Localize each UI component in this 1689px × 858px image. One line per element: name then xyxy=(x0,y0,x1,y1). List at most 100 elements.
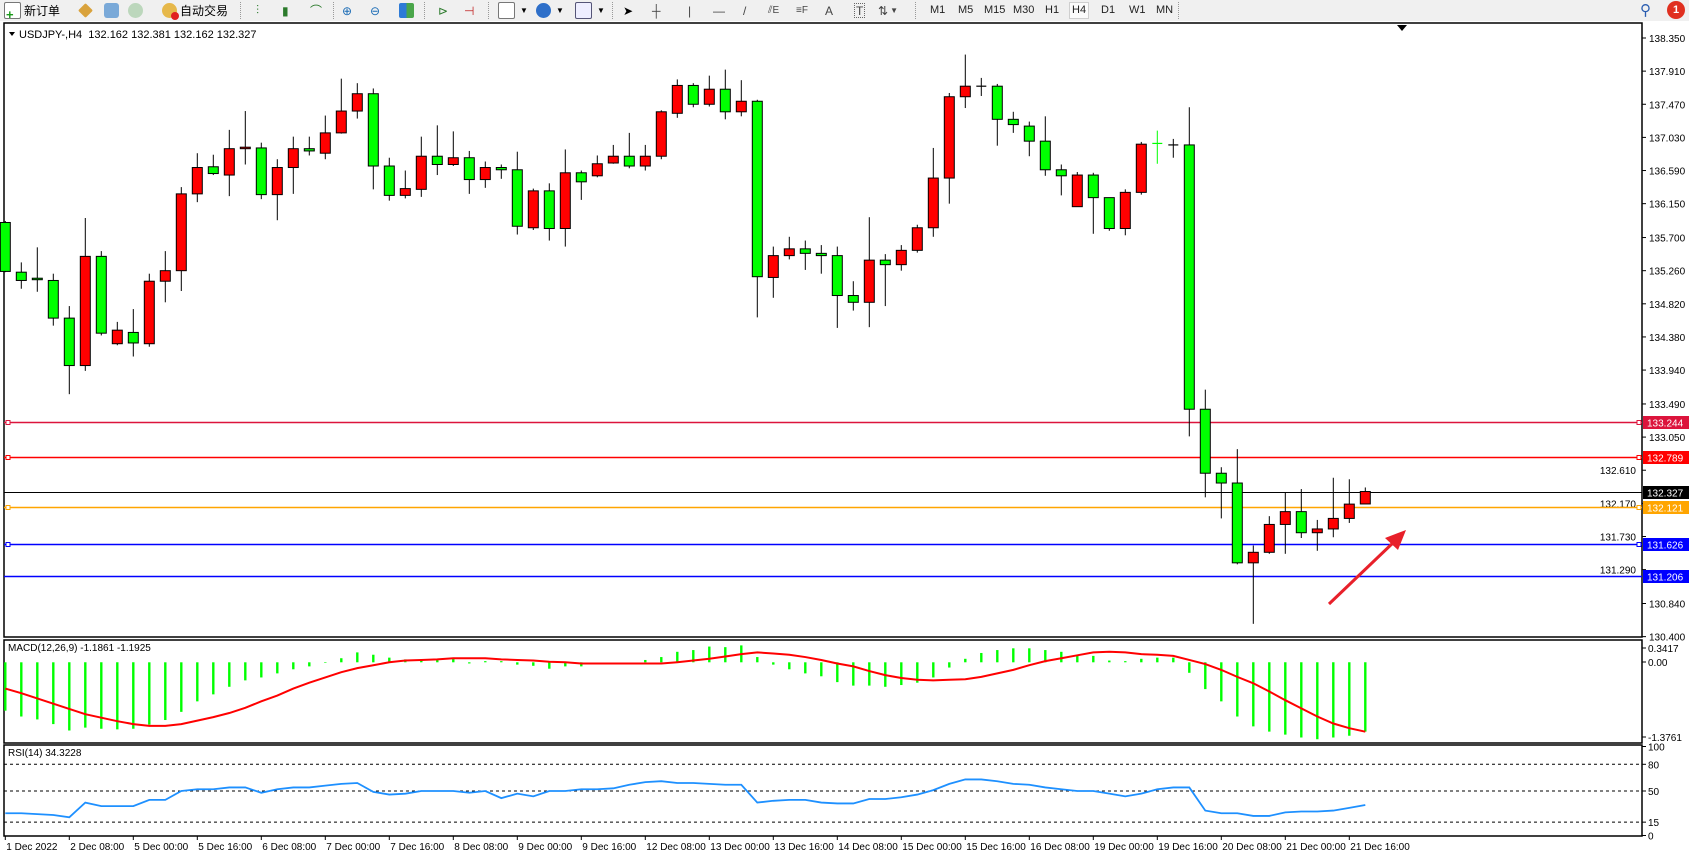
candle[interactable] xyxy=(623,132,635,169)
auto-trading-button[interactable]: 自动交易 xyxy=(162,2,228,20)
search-icon[interactable]: ⚲ xyxy=(1640,2,1651,19)
candle[interactable] xyxy=(831,246,843,328)
candle[interactable] xyxy=(511,151,523,235)
candle[interactable] xyxy=(1119,189,1131,236)
templates-icon[interactable]: ▼ xyxy=(575,2,605,19)
indicators-icon[interactable]: ▼ xyxy=(498,2,528,19)
candle[interactable] xyxy=(1327,477,1339,538)
candle[interactable] xyxy=(1311,519,1323,551)
candle[interactable] xyxy=(863,217,875,328)
candle[interactable] xyxy=(63,306,75,395)
timeframe-m1[interactable]: M1 xyxy=(930,4,946,16)
timeframe-h1[interactable]: H1 xyxy=(1045,4,1060,16)
candle[interactable] xyxy=(1183,107,1195,437)
rsi-panel[interactable]: 100 80 50 15 0 xyxy=(3,743,1665,843)
candle[interactable] xyxy=(271,159,283,221)
candle[interactable] xyxy=(191,153,203,203)
candle[interactable] xyxy=(287,136,299,194)
crosshair-icon[interactable]: ┼ xyxy=(652,3,661,18)
candle[interactable] xyxy=(655,110,667,160)
autoscroll-icon[interactable]: ⊳ xyxy=(438,3,449,18)
candle[interactable] xyxy=(976,77,987,96)
candle[interactable] xyxy=(575,170,587,200)
candle[interactable] xyxy=(1359,487,1371,505)
candle[interactable] xyxy=(127,309,139,357)
candle[interactable] xyxy=(671,79,683,118)
candle[interactable] xyxy=(1263,516,1275,554)
candle[interactable] xyxy=(1343,479,1355,523)
candle[interactable] xyxy=(303,136,315,156)
candle[interactable] xyxy=(751,99,763,318)
candle[interactable] xyxy=(399,170,411,199)
candle[interactable] xyxy=(911,224,923,253)
candle[interactable] xyxy=(959,54,971,109)
signals-icon[interactable] xyxy=(128,2,146,19)
candle[interactable] xyxy=(1055,164,1067,196)
periods-icon[interactable]: ▼ xyxy=(536,2,564,19)
candle[interactable] xyxy=(1295,489,1307,538)
timeframe-mn[interactable]: MN xyxy=(1156,4,1174,16)
timeframe-m30[interactable]: M30 xyxy=(1013,4,1035,16)
candle[interactable] xyxy=(447,131,459,167)
candle[interactable] xyxy=(1152,130,1163,164)
candle[interactable] xyxy=(463,150,475,194)
candle[interactable] xyxy=(943,92,955,204)
trendline-icon[interactable]: / xyxy=(743,3,747,18)
candle[interactable] xyxy=(207,154,219,176)
market-watch-icon[interactable] xyxy=(78,2,96,19)
timeframe-w1[interactable]: W1 xyxy=(1129,4,1146,16)
candle[interactable] xyxy=(719,69,731,120)
candle[interactable] xyxy=(799,240,811,270)
candle[interactable] xyxy=(495,164,507,179)
zoom-in-icon[interactable]: ⊕ xyxy=(342,3,353,18)
candle[interactable] xyxy=(1199,389,1211,498)
candle[interactable] xyxy=(703,75,715,107)
candle[interactable] xyxy=(31,247,43,292)
candle[interactable] xyxy=(1103,197,1115,231)
new-order-button[interactable]: + 新订单 xyxy=(4,2,60,21)
candle[interactable] xyxy=(47,273,59,326)
candle[interactable] xyxy=(879,254,891,307)
candle[interactable] xyxy=(95,251,107,336)
timeframe-m15[interactable]: M15 xyxy=(984,4,1006,16)
line-chart-icon[interactable]: ⌒ xyxy=(310,4,323,18)
macd-panel[interactable]: 0.3417 0.00 -1.3761 xyxy=(3,639,1682,744)
text-label-icon[interactable]: T xyxy=(854,3,866,18)
candle[interactable] xyxy=(479,161,491,188)
candle[interactable] xyxy=(927,147,939,237)
candle[interactable] xyxy=(783,236,795,260)
candle[interactable] xyxy=(175,187,187,292)
candle[interactable] xyxy=(1135,141,1147,195)
candle[interactable] xyxy=(1231,449,1243,565)
equidistant-channel-icon[interactable]: ⫽E xyxy=(768,5,780,16)
fibonacci-icon[interactable]: ≡F xyxy=(796,5,808,16)
candle[interactable] xyxy=(367,88,379,190)
candle[interactable] xyxy=(1215,467,1227,519)
candle[interactable] xyxy=(815,245,827,274)
candle[interactable] xyxy=(1168,138,1179,158)
candle[interactable] xyxy=(1279,492,1291,554)
candle[interactable] xyxy=(1087,172,1099,234)
chart-shift-icon[interactable]: ⊣ xyxy=(464,3,475,18)
candle[interactable] xyxy=(383,157,395,201)
candle[interactable] xyxy=(79,217,91,371)
vertical-line-icon[interactable]: | xyxy=(688,3,692,18)
candlestick-icon[interactable]: ▮ xyxy=(282,3,289,18)
candle[interactable] xyxy=(1007,111,1019,133)
candle[interactable] xyxy=(735,80,747,117)
candle[interactable] xyxy=(767,246,779,298)
candle[interactable] xyxy=(351,83,363,119)
price-panel[interactable]: 138.350 137.910 137.470 137.030 136.590 136.1… xyxy=(0,22,1689,644)
candle[interactable] xyxy=(639,144,651,171)
data-window-icon[interactable] xyxy=(104,2,122,19)
chart-window[interactable]: 138.350 137.910 137.470 137.030 136.590 136.1… xyxy=(0,21,1689,858)
candle[interactable] xyxy=(431,125,443,176)
candle[interactable] xyxy=(239,111,251,165)
candle[interactable] xyxy=(1039,116,1051,176)
candle[interactable] xyxy=(559,149,571,247)
candle[interactable] xyxy=(335,78,347,134)
candle[interactable] xyxy=(143,273,155,347)
timeframe-m5[interactable]: M5 xyxy=(958,4,974,16)
arrows-icon[interactable]: ⇅ ▼ xyxy=(878,3,898,18)
timeframe-d1[interactable]: D1 xyxy=(1101,4,1116,16)
